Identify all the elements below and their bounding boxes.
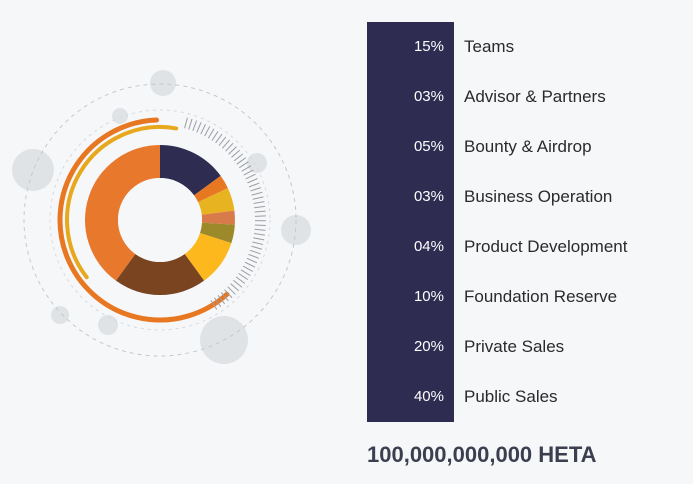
tick-mark	[254, 228, 266, 231]
slice-teams	[160, 145, 221, 196]
legend-percent: 03%	[413, 188, 444, 205]
tick-mark	[247, 178, 258, 184]
tick-mark	[243, 169, 254, 176]
tick-mark	[236, 157, 247, 165]
tick-mark	[253, 237, 265, 241]
tick-mark	[244, 261, 256, 268]
tick-mark	[254, 205, 266, 209]
slice-product-development	[199, 222, 235, 244]
tick-mark	[248, 182, 260, 188]
legend-row-public-sales: 40% Public Sales	[367, 372, 687, 422]
legend-row-product-development: 04% Product Development	[367, 222, 687, 272]
tick-mark	[196, 122, 202, 133]
token-distribution-chart	[0, 0, 340, 420]
legend-percent: 03%	[413, 88, 444, 105]
tick-mark	[207, 128, 215, 139]
tick-mark	[184, 117, 188, 129]
tick-arc	[184, 117, 267, 310]
tick-mark	[250, 187, 262, 192]
slice-private-sales	[115, 253, 205, 295]
legend-percent: 15%	[413, 38, 444, 55]
legend-label: Business Operation	[464, 187, 613, 206]
tick-mark	[220, 292, 229, 302]
donut-chart	[12, 70, 311, 364]
tick-mark	[246, 257, 258, 264]
tick-mark	[225, 142, 234, 152]
donut-hole	[118, 178, 202, 262]
tick-mark	[245, 173, 256, 180]
legend-row-private-sales: 20% Private Sales	[367, 322, 687, 372]
legend-label: Teams	[464, 37, 515, 56]
tick-mark	[217, 294, 226, 305]
tick-mark	[242, 265, 253, 272]
decorative-orange-arc	[57, 117, 230, 323]
slice-bounty-and-airdrop	[198, 188, 235, 215]
tick-mark	[224, 289, 233, 299]
slice-business-operation	[201, 210, 235, 225]
outer-arcs	[57, 117, 230, 323]
tick-mark	[235, 276, 246, 284]
tick-mark	[254, 224, 266, 227]
dashed-orbit-ring	[23, 83, 297, 357]
tick-mark	[252, 241, 264, 246]
tick-mark	[200, 124, 206, 135]
tick-mark	[218, 136, 227, 146]
tick-mark	[221, 139, 230, 149]
tick-mark	[238, 272, 248, 280]
legend-percent: 05%	[413, 138, 444, 155]
tick-mark	[192, 120, 198, 132]
tick-mark	[188, 118, 193, 130]
legend-percent: 10%	[413, 288, 444, 305]
legend-label: Public Sales	[464, 387, 558, 406]
tick-mark	[251, 191, 263, 196]
tick-mark	[210, 299, 218, 310]
legend-percent: 40%	[413, 388, 444, 405]
tick-mark	[251, 245, 263, 250]
decorative-yellow-arc	[65, 125, 179, 280]
tick-mark	[252, 196, 264, 200]
slice-public-sales	[85, 145, 160, 281]
legend-percent: 04%	[413, 238, 444, 255]
tick-mark	[227, 286, 236, 295]
tick-mark	[239, 161, 249, 169]
legend-percent: 20%	[413, 338, 444, 355]
dashed-inner-ring	[49, 109, 271, 331]
tick-mark	[214, 297, 222, 308]
tick-mark	[233, 153, 244, 162]
legend-row-teams: 15% Teams	[367, 22, 687, 72]
slice-advisor-and-partners	[193, 175, 228, 203]
tick-mark	[253, 233, 265, 236]
legend-label: Advisor & Partners	[464, 87, 606, 106]
tick-mark	[249, 249, 261, 255]
slice-foundation-reserve	[184, 232, 232, 281]
legend-label: Product Development	[464, 237, 628, 256]
legend-label: Private Sales	[464, 337, 565, 356]
tick-mark	[228, 146, 237, 155]
legend-label: Bounty & Airdrop	[464, 137, 592, 156]
tick-mark	[204, 126, 211, 137]
tick-mark	[215, 133, 223, 144]
legend-row-business-operation: 03% Business Operation	[367, 172, 687, 222]
slices	[85, 145, 235, 295]
legend-label: Foundation Reserve	[464, 287, 618, 306]
tick-mark	[240, 269, 251, 276]
tick-mark	[253, 201, 265, 204]
tick-mark	[230, 283, 240, 292]
legend-row-advisor-partners: 03% Advisor & Partners	[367, 72, 687, 122]
legend-row-bounty-airdrop: 05% Bounty & Airdrop	[367, 122, 687, 172]
total-supply: 100,000,000,000 HETA	[367, 442, 597, 467]
tick-mark	[241, 165, 252, 172]
legend-panel	[367, 22, 454, 422]
tick-mark	[254, 210, 266, 213]
tick-mark	[231, 149, 241, 158]
tick-mark	[211, 131, 219, 141]
tick-mark	[233, 279, 243, 288]
tick-mark	[248, 253, 260, 259]
legend-row-foundation-reserve: 10% Foundation Reserve	[367, 272, 687, 322]
